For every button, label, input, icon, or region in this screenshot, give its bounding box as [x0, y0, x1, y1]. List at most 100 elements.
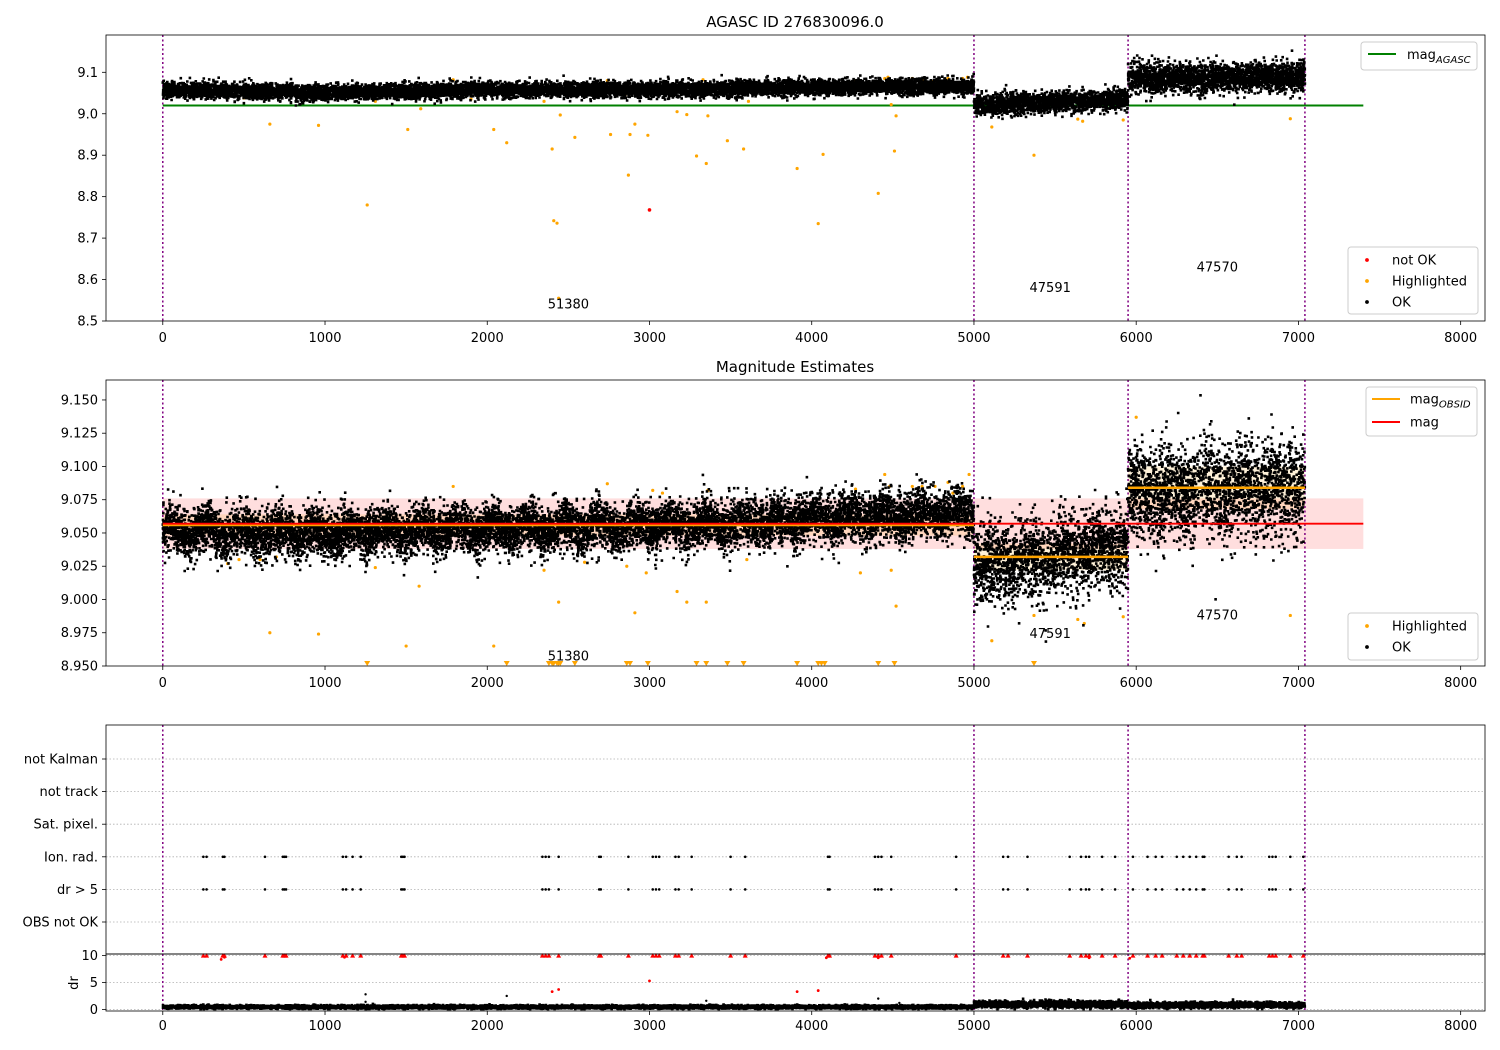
dr-clipped-marker	[1269, 953, 1275, 958]
flag-point	[541, 855, 544, 859]
legend-label: magOBSID	[1410, 393, 1471, 411]
flag-point	[690, 888, 693, 891]
ok-points	[161, 394, 1307, 643]
ax2-magnitude-estimates: 51380 47591 47570 0 1000 2000 3000 4000 5000 6000…	[61, 379, 1486, 691]
highlighted-point	[555, 221, 559, 225]
highlighted-point	[816, 221, 820, 226]
dr-clipped-marker	[1067, 953, 1073, 958]
x-tick-label: 2000	[471, 676, 504, 691]
flag-point	[1274, 888, 1278, 891]
dr-clipped-marker	[1000, 953, 1006, 958]
flag-point	[1100, 888, 1104, 891]
flag-point	[1026, 888, 1029, 891]
dr-clipped-marker	[878, 953, 884, 958]
highlighted-point	[557, 296, 561, 300]
highlighted-point	[492, 644, 496, 648]
flag-point	[557, 888, 560, 891]
x-tick-label: 6000	[1120, 1019, 1153, 1034]
highlighted-point	[1032, 613, 1036, 618]
below-axis-marker	[557, 661, 564, 666]
flag-point	[1274, 855, 1278, 859]
highlighted-point	[1121, 118, 1125, 122]
dr-red-point	[223, 955, 226, 959]
highlighted-point	[876, 191, 880, 195]
x-tick-label: 2000	[471, 1019, 504, 1034]
flag-point	[1235, 855, 1239, 859]
flag-point	[627, 855, 630, 859]
dr-clipped-marker	[283, 953, 289, 958]
highlighted-point	[633, 122, 637, 126]
y-tick-label: 8.6	[77, 273, 98, 288]
flag-point	[657, 888, 661, 891]
y-tick-label: 8.9	[77, 149, 98, 164]
below-axis-marker	[740, 661, 747, 666]
flag-point	[1188, 888, 1192, 891]
below-axis-marker	[891, 661, 898, 666]
flag-point	[674, 855, 677, 859]
y-tick-label: 9.075	[61, 493, 98, 508]
flag-point	[1188, 855, 1192, 859]
x-tick-label: 0	[159, 676, 167, 691]
dr-clipped-marker	[200, 953, 206, 958]
y-tick-label: 9.125	[61, 427, 98, 442]
legend-frame	[1347, 246, 1479, 315]
highlighted-point	[268, 631, 272, 635]
obsid-label: 51380	[548, 298, 589, 313]
flag-point	[263, 855, 267, 859]
obsid-label: 47591	[1030, 627, 1071, 642]
flag-point	[202, 888, 205, 891]
flag-point	[1267, 855, 1271, 859]
flag-point	[880, 855, 883, 859]
dr-clipped-marker	[1300, 953, 1306, 958]
flag-point	[1181, 855, 1185, 859]
flag-point	[876, 855, 880, 859]
flag-point	[599, 888, 603, 891]
legend-label: mag	[1410, 416, 1439, 431]
highlighted-point	[990, 639, 994, 643]
flag-point	[1203, 855, 1206, 859]
obsid-label: 47570	[1197, 260, 1238, 275]
legend-label: magAGASC	[1407, 48, 1471, 66]
flag-point	[541, 888, 544, 891]
y-tick-label: 8.975	[61, 626, 98, 641]
highlighted-point	[582, 560, 587, 564]
flag-point	[873, 888, 877, 891]
flag-point	[1271, 855, 1274, 859]
highlighted-point	[625, 564, 629, 568]
y-tick-label: 8.7	[77, 232, 98, 247]
x-tick-label: 8000	[1444, 676, 1477, 691]
highlighted-point	[644, 571, 648, 575]
flag-point	[1289, 888, 1292, 891]
flag-point	[1194, 888, 1198, 891]
highlighted-point	[746, 99, 751, 103]
dr-red-point	[219, 957, 223, 961]
flag-point	[651, 855, 655, 859]
highlighted-point	[605, 482, 609, 486]
y-tick-label: 8.950	[61, 660, 98, 675]
highlighted-point	[894, 604, 898, 608]
flag-point	[1301, 855, 1305, 859]
flag-point	[880, 888, 883, 891]
legend-label: OK	[1392, 296, 1411, 311]
below-axis-marker	[1030, 661, 1037, 666]
highlighted-point	[542, 568, 546, 572]
highlighted-point	[1288, 117, 1292, 121]
ax1-title: AGASC ID 276830096.0	[706, 13, 884, 31]
x-tick-label: 8000	[1444, 331, 1477, 346]
flag-point	[1194, 855, 1198, 859]
highlighted-point	[675, 110, 679, 114]
dr-red-point	[876, 956, 880, 960]
legend-marker	[1365, 279, 1369, 283]
legend-marker	[1365, 624, 1369, 628]
flag-point	[654, 855, 658, 859]
flag-point	[1146, 888, 1149, 891]
dr-clipped-marker	[1226, 953, 1232, 958]
flag-category-label: Sat. pixel.	[34, 818, 98, 833]
dr-clipped-marker	[672, 953, 678, 958]
flag-point	[223, 888, 226, 891]
y-tick-label: 8.5	[77, 315, 98, 330]
ax1-agasc-magnitude: 51380 47591 47570 0 1000 2000 3000 4000 5000 6000…	[77, 34, 1486, 346]
highlighted-point	[373, 565, 377, 570]
legend-marker	[1365, 258, 1369, 262]
